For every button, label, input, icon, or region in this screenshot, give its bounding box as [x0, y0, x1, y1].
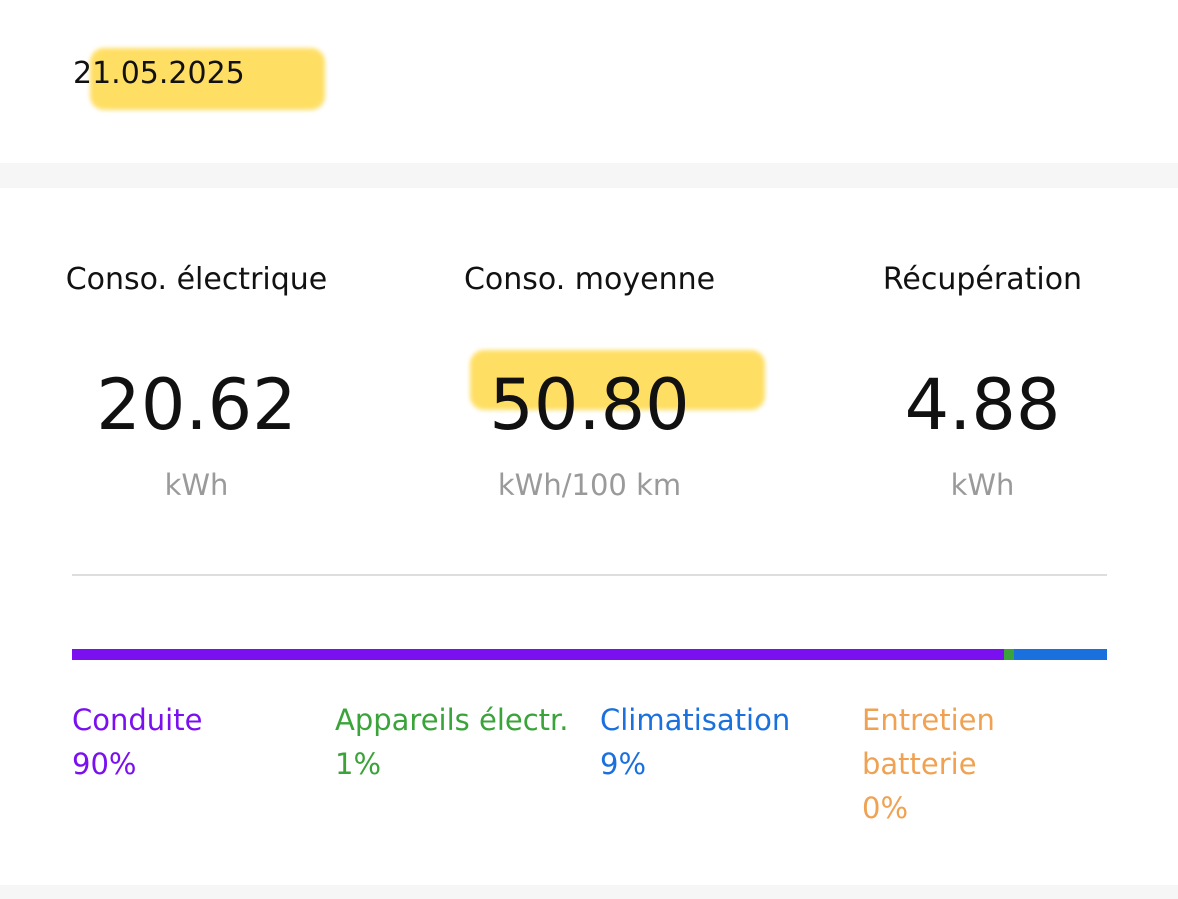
stat-unit: kWh: [950, 468, 1015, 502]
legend-item: Appareils électr. 1%: [335, 698, 575, 786]
stat: Récupération 4.88 kWh: [786, 262, 1178, 502]
stat-value: 20.62: [96, 364, 297, 446]
legend-value: 90%: [72, 747, 137, 781]
breakdown-bar: [72, 649, 1107, 660]
legend-value: 0%: [862, 791, 909, 825]
divider: [72, 574, 1107, 576]
highlight: [90, 48, 325, 110]
stat-label: Conso. électrique: [65, 262, 328, 297]
legend-name: Entretien batterie: [862, 703, 995, 781]
bar-segment: [1003, 649, 1014, 660]
legend-item: Entretien batterie 0%: [862, 698, 1102, 830]
separator-band: [0, 163, 1178, 188]
legend-name: Conduite: [72, 703, 203, 737]
bar-segment: [72, 649, 1004, 660]
separator-band: [0, 885, 1178, 899]
legend-value: 9%: [600, 747, 647, 781]
legend-item: Climatisation 9%: [600, 698, 840, 786]
legend-item: Conduite 90%: [72, 698, 312, 786]
date: 21.05.2025: [73, 56, 245, 91]
bar-segment: [1013, 649, 1107, 660]
highlight: [470, 350, 765, 410]
stat-label: Récupération: [882, 262, 1083, 297]
legend-value: 1%: [335, 747, 382, 781]
stat-label: Conso. moyenne: [463, 262, 716, 297]
stat-unit: kWh: [164, 468, 229, 502]
stat-unit: kWh/100 km: [497, 468, 682, 502]
legend-name: Climatisation: [600, 703, 791, 737]
stat: Conso. électrique 20.62 kWh: [0, 262, 393, 502]
stat-value: 50.80: [489, 364, 690, 446]
stat: Conso. moyenne 50.80 kWh/100 km: [393, 262, 786, 502]
stat-value: 4.88: [904, 364, 1061, 446]
legend-name: Appareils électr.: [335, 703, 569, 737]
